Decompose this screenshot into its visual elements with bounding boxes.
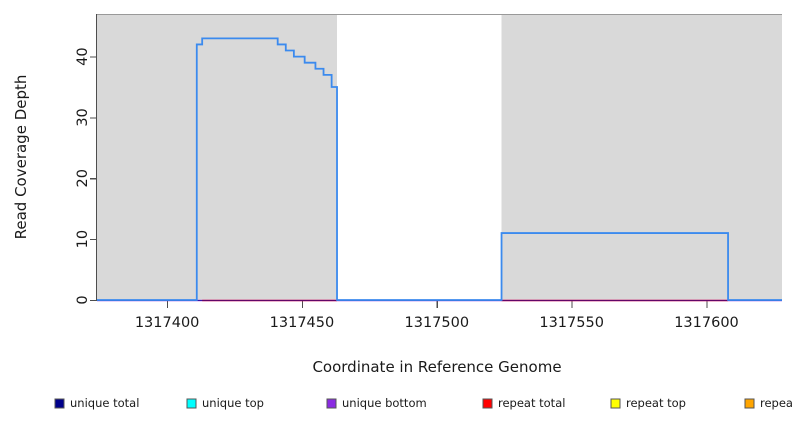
x-tick-label: 1317500 <box>405 315 470 331</box>
legend-swatch-repeat-total <box>482 398 493 409</box>
legend-swatch-unique-bottom <box>326 398 337 409</box>
plot-background-bands <box>97 14 782 300</box>
x-tick-label: 1317450 <box>270 315 335 331</box>
y-tick-label: 0 <box>75 295 91 304</box>
legend-swatch-unique-total <box>54 398 65 409</box>
x-tick-label: 1317400 <box>135 315 200 331</box>
x-tick-label: 1317550 <box>539 315 604 331</box>
coverage-series-group <box>97 37 782 301</box>
y-tick-group: 0 10 20 30 40 <box>75 47 97 305</box>
x-tick-group: 1317400 1317450 1317500 1317550 1317600 <box>135 300 739 331</box>
y-tick-label: 30 <box>75 108 91 126</box>
legend-label-unique-total: unique total <box>70 396 139 410</box>
coverage-step-line <box>97 37 782 301</box>
shaded-region-left <box>97 14 338 300</box>
chart-legend: unique total unique top unique bottom repea… <box>54 396 792 410</box>
legend-label-repeat-bottom: repeat bottom <box>760 396 792 410</box>
legend-swatch-repeat-top <box>610 398 621 409</box>
y-tick-label: 40 <box>75 47 91 65</box>
legend-label-repeat-top: repeat top <box>626 396 686 410</box>
legend-swatch-unique-top <box>186 398 197 409</box>
legend-swatch-repeat-bottom <box>744 398 755 409</box>
shaded-region-right <box>501 14 782 300</box>
x-tick-label: 1317600 <box>674 315 739 331</box>
x-axis-title: Coordinate in Reference Genome <box>312 358 561 376</box>
legend-label-unique-bottom: unique bottom <box>342 396 427 410</box>
x-axis: 1317400 1317450 1317500 1317550 1317600 Coor… <box>97 299 782 376</box>
y-tick-label: 20 <box>75 169 91 187</box>
legend-label-repeat-total: repeat total <box>498 396 565 410</box>
legend-label-unique-top: unique top <box>202 396 264 410</box>
y-axis-title: Read Coverage Depth <box>12 75 30 240</box>
y-tick-label: 10 <box>75 230 91 248</box>
y-axis: 0 10 20 30 40 Read Coverage Depth <box>12 14 98 305</box>
